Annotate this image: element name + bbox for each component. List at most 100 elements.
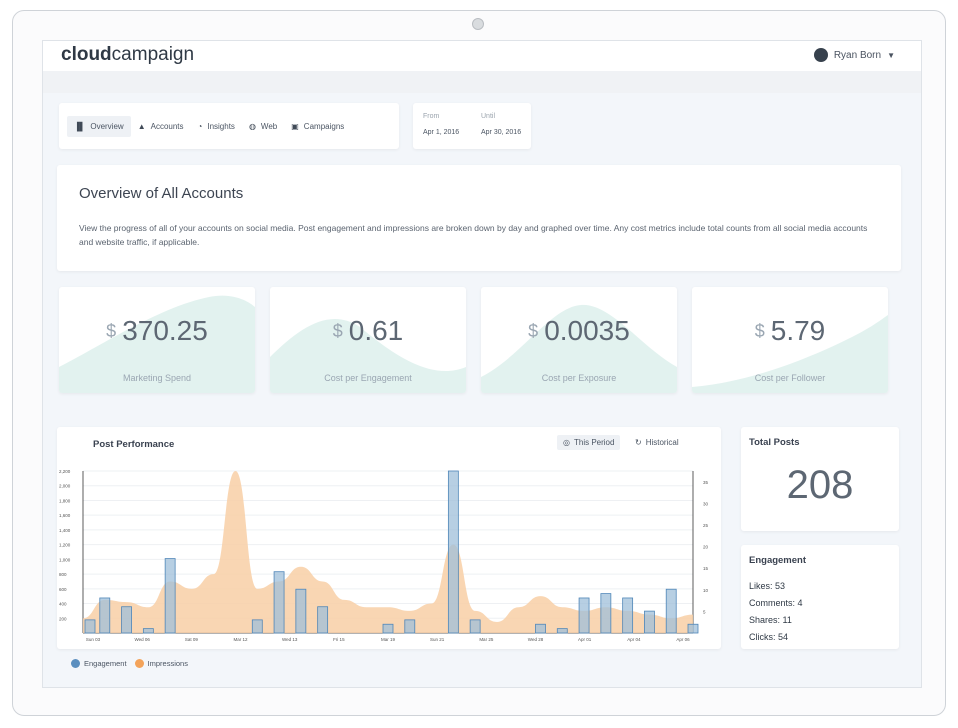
- engagement-bar[interactable]: [665, 588, 677, 634]
- performance-chart: 200 400 600 800 1,000 1,200 1,400 1,600 1,800 2,0…: [59, 469, 709, 642]
- x-tick: Mar 25: [479, 637, 494, 642]
- x-tick: Apr 04: [627, 637, 641, 642]
- x-tick: Apr 06: [676, 637, 690, 642]
- engagement-bar[interactable]: [99, 597, 111, 634]
- metric-card-cost-per-exposure: $0.0035 Cost per Exposure: [481, 287, 677, 393]
- y-tick-left: 1,800: [59, 498, 71, 503]
- engagement-bar[interactable]: [317, 606, 329, 634]
- y-tick-left: 2,000: [59, 484, 71, 489]
- likes-count: Likes: 53: [749, 581, 786, 591]
- nav-label: Accounts: [150, 121, 184, 131]
- until-label: Until: [481, 113, 496, 120]
- engagement-bar[interactable]: [404, 619, 416, 634]
- insights-icon: ◔: [197, 121, 203, 131]
- y-tick-left: 800: [59, 572, 67, 577]
- post-performance-card: Post Performance ◎ This Period ↻ Historica…: [57, 427, 721, 649]
- y-tick-left: 1,400: [59, 528, 71, 533]
- metric-value: $0.61: [332, 315, 404, 346]
- brand-logo[interactable]: cloudcampaign: [61, 44, 195, 65]
- engagement-bar[interactable]: [273, 571, 285, 634]
- metric-wave: [481, 304, 677, 393]
- total-posts-card: Total Posts 208: [741, 427, 899, 531]
- y-tick-right: 25: [703, 523, 709, 528]
- date-range[interactable]: From Until Apr 1, 2016 Apr 30, 2016: [413, 103, 531, 149]
- nav-overview[interactable]: ▐▌ Overview: [67, 115, 131, 137]
- nav-label: Insights: [207, 121, 235, 131]
- metric-wave: [59, 295, 255, 393]
- y-tick-right: 30: [703, 501, 709, 506]
- engagement-bar[interactable]: [622, 597, 634, 634]
- engagement-bar[interactable]: [469, 619, 481, 634]
- metric-value: $5.79: [754, 315, 826, 346]
- target-icon: ◎: [563, 438, 570, 447]
- metric-wave: [692, 315, 888, 393]
- nav-accounts[interactable]: ▲ Accounts: [131, 116, 191, 137]
- x-tick: Mar 19: [381, 637, 396, 642]
- until-date[interactable]: Apr 30, 2016: [481, 129, 522, 136]
- header-strip: [43, 71, 921, 93]
- x-tick: Sat 09: [185, 637, 199, 642]
- metric-value: $370.25: [106, 315, 208, 346]
- engagement-bar[interactable]: [142, 628, 154, 634]
- nav-card: ▐▌ Overview ▲ Accounts ◔ Insights ◍ Web ▣ Campaig…: [59, 103, 399, 149]
- engagement-bar[interactable]: [251, 619, 263, 634]
- x-tick: Wed 28: [528, 637, 544, 642]
- nav-web[interactable]: ◍ Web: [242, 116, 284, 137]
- total-posts-title: Total Posts: [749, 437, 800, 448]
- metric-label: Cost per Exposure: [541, 373, 617, 383]
- engagement-bar[interactable]: [295, 588, 307, 634]
- performance-title: Post Performance: [93, 439, 175, 450]
- x-tick: Wed 13: [282, 637, 298, 642]
- web-globe-icon: ◍: [248, 121, 256, 131]
- engagement-bar[interactable]: [578, 597, 590, 634]
- engagement-bar[interactable]: [84, 619, 96, 634]
- y-tick-right: 20: [703, 545, 709, 550]
- y-tick-right: 35: [703, 480, 709, 485]
- engagement-bar[interactable]: [447, 470, 459, 634]
- engagement-bar[interactable]: [644, 610, 655, 634]
- x-tick: Wed 06: [134, 637, 150, 642]
- total-posts-value: 208: [786, 463, 854, 507]
- engagement-card: Engagement Likes: 53 Comments: 4 Shares:…: [741, 545, 899, 649]
- nav-insights[interactable]: ◔ Insights: [191, 116, 242, 137]
- clicks-count: Clicks: 54: [749, 632, 789, 642]
- metric-wave: [270, 318, 466, 393]
- impressions-legend-icon: [134, 659, 144, 668]
- nav-label: Campaigns: [303, 121, 345, 131]
- legend-engagement: Engagement: [84, 659, 127, 668]
- main-nav: ▐▌ Overview ▲ Accounts ◔ Insights ◍ Web ▣ Campaig…: [59, 103, 399, 149]
- bar-chart-icon: ▐▌: [74, 121, 86, 131]
- historical-button[interactable]: ↻ Historical: [635, 438, 679, 447]
- engagement-bar[interactable]: [600, 593, 612, 634]
- y-tick-left: 600: [59, 587, 67, 592]
- impressions-area: [83, 471, 693, 633]
- y-tick-left: 400: [59, 602, 67, 607]
- metric-value: $0.0035: [528, 315, 630, 346]
- y-tick-right: 5: [703, 609, 706, 614]
- nav-campaigns[interactable]: ▣ Campaigns: [284, 116, 351, 137]
- page-title: Overview of All Accounts: [79, 185, 244, 202]
- user-name: Ryan Born: [833, 49, 882, 61]
- nav-label: Overview: [90, 121, 124, 131]
- engagement-bar[interactable]: [121, 606, 132, 634]
- engagement-bar[interactable]: [556, 628, 568, 634]
- engagement-bar[interactable]: [164, 558, 176, 634]
- y-tick-right: 10: [703, 588, 709, 593]
- shares-count: Shares: 11: [749, 615, 792, 625]
- from-date[interactable]: Apr 1, 2016: [423, 129, 460, 136]
- y-tick-right: 15: [703, 566, 709, 571]
- briefcase-icon: ▣: [291, 121, 299, 131]
- chart-legend: Engagement Impressions: [71, 659, 188, 668]
- engagement-bar[interactable]: [382, 623, 394, 634]
- this-period-button[interactable]: ◎ This Period: [557, 435, 621, 450]
- app-screen: cloudcampaign Ryan Born ▼ ▐▌ Overview ▲ Acc…: [42, 40, 922, 688]
- engagement-bar[interactable]: [535, 623, 546, 634]
- engagement-bar[interactable]: [687, 623, 699, 634]
- metric-label: Cost per Follower: [754, 373, 826, 383]
- history-icon: ↻: [635, 438, 642, 447]
- y-tick-left: 200: [59, 616, 67, 621]
- user-menu[interactable]: Ryan Born ▼: [813, 48, 895, 62]
- metric-label: Cost per Engagement: [324, 373, 412, 383]
- metric-card-cost-per-engagement: $0.61 Cost per Engagement: [270, 287, 466, 393]
- overview-description: View the progress of all of your account…: [79, 223, 868, 247]
